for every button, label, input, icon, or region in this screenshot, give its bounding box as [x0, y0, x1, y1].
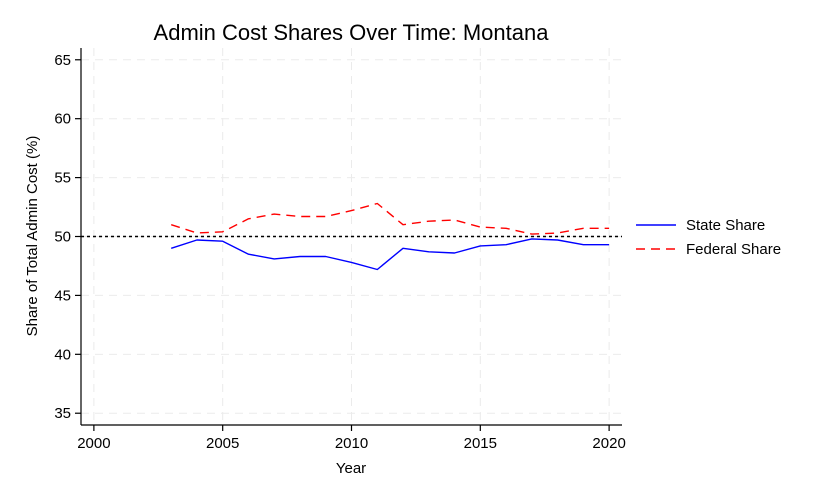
legend-label: Federal Share	[686, 241, 781, 258]
y-tick-label: 55	[54, 170, 71, 187]
y-tick-label: 60	[54, 111, 71, 128]
series-line-state-share	[170, 238, 610, 271]
x-tick-label: 2010	[335, 435, 368, 452]
chart-title: Admin Cost Shares Over Time: Montana	[154, 20, 550, 45]
series-lines	[170, 202, 610, 271]
y-tick-label: 35	[54, 405, 71, 422]
legend: State Share Federal Share	[636, 217, 781, 258]
x-tick-label: 2000	[77, 435, 110, 452]
x-tick-label: 2015	[464, 435, 497, 452]
axes	[75, 48, 622, 431]
x-tick-label: 2020	[592, 435, 625, 452]
tick-labels: 35 40 45 50 55 60 65 2000 2005 2010 2015 2020	[54, 52, 625, 452]
y-tick-label: 50	[54, 229, 71, 246]
y-tick-label: 40	[54, 346, 71, 363]
x-axis-label: Year	[336, 460, 366, 477]
legend-label: State Share	[686, 217, 765, 234]
y-tick-label: 65	[54, 52, 71, 69]
series-line-federal-share	[170, 202, 610, 235]
y-tick-label: 45	[54, 287, 71, 304]
x-tick-label: 2005	[206, 435, 239, 452]
y-axis-label: Share of Total Admin Cost (%)	[24, 136, 41, 337]
